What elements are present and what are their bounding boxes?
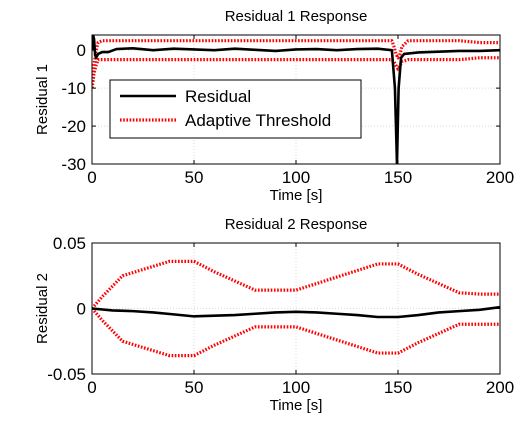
legend: Residual Adaptive Threshold <box>109 79 362 139</box>
threshold-line <box>92 307 500 358</box>
x-axis-label: Time [s] <box>270 397 323 414</box>
y-tick-label: 0 <box>77 300 86 319</box>
x-axis-label: Time [s] <box>270 187 323 204</box>
residual-line <box>92 305 500 319</box>
legend-label: Residual <box>185 87 251 106</box>
chart-title: Residual 2 Response <box>225 216 368 233</box>
threshold-line <box>92 39 500 89</box>
residual-1-plot: 0 50 100 150 200 0 -10 -20 -30 Residual 1 Respons… <box>34 8 514 204</box>
y-axis-label: Residual 2 <box>34 273 51 344</box>
threshold-line <box>92 259 500 310</box>
y-tick-label: 0.05 <box>53 234 86 253</box>
legend-label: Adaptive Threshold <box>185 111 331 130</box>
y-tick-label: -10 <box>61 79 86 98</box>
x-tick-label: 100 <box>282 168 310 187</box>
x-tick-label: 150 <box>384 378 412 397</box>
y-axis-label: Residual 1 <box>34 64 51 135</box>
x-tick-label: 0 <box>87 168 96 187</box>
series-group <box>92 259 500 358</box>
y-tick-label: -0.05 <box>47 365 86 384</box>
x-tick-label: 100 <box>282 378 310 397</box>
y-tick-label: -30 <box>61 155 86 174</box>
x-tick-label: 50 <box>185 378 204 397</box>
series-group <box>92 35 500 164</box>
threshold-line <box>92 56 500 89</box>
x-tick-label: 150 <box>384 168 412 187</box>
chart-title: Residual 1 Response <box>225 8 368 25</box>
x-tick-label: 50 <box>185 168 204 187</box>
residual-line <box>92 35 500 164</box>
y-tick-label: 0 <box>77 41 86 60</box>
y-tick-label: -20 <box>61 117 86 136</box>
x-tick-label: 200 <box>486 378 514 397</box>
x-tick-label: 0 <box>87 378 96 397</box>
x-tick-label: 200 <box>486 168 514 187</box>
legend-box <box>109 79 362 139</box>
